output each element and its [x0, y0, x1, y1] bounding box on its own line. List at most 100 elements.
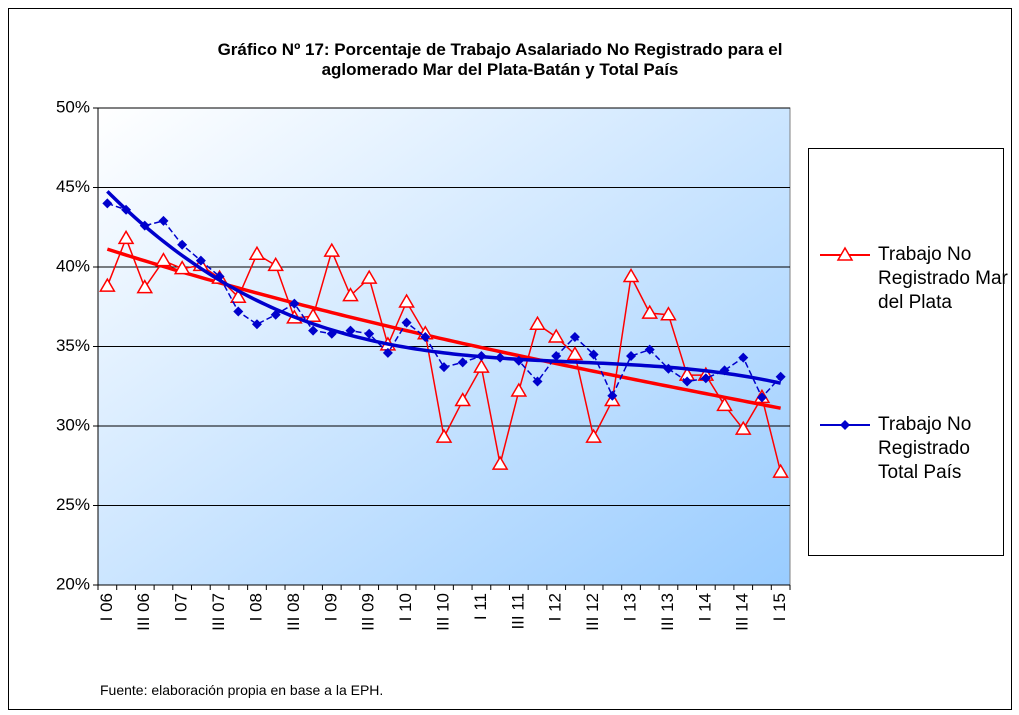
data-point	[398, 293, 415, 308]
data-point	[513, 355, 524, 366]
data-point	[716, 396, 733, 412]
data-point	[401, 317, 412, 328]
data-point	[304, 307, 322, 323]
data-point	[566, 345, 584, 361]
data-point	[510, 382, 528, 397]
data-point	[775, 371, 786, 382]
data-point	[233, 306, 244, 317]
data-point	[700, 373, 711, 384]
x-tick-label: I 15	[770, 593, 789, 621]
data-point	[364, 328, 375, 339]
y-tick-label: 20%	[56, 574, 90, 593]
data-point	[360, 269, 378, 284]
data-point	[547, 328, 565, 343]
y-tick-label: 35%	[56, 336, 90, 355]
legend-box	[808, 148, 1004, 556]
data-point	[660, 306, 677, 321]
data-point	[158, 215, 169, 226]
x-tick-label: I 09	[321, 593, 340, 621]
data-point	[626, 351, 637, 362]
data-point	[117, 229, 135, 245]
data-point	[173, 260, 191, 275]
data-point	[491, 455, 509, 470]
data-point	[99, 277, 116, 292]
data-point	[229, 288, 247, 303]
x-tick-label: III 07	[209, 593, 228, 631]
x-tick-label: III 12	[583, 593, 602, 631]
chart-title: Gráfico Nº 17: Porcentaje de Trabajo Asa…	[217, 40, 783, 79]
x-tick-label: III 14	[733, 593, 752, 631]
y-tick-label: 30%	[56, 415, 90, 434]
data-point	[136, 279, 154, 294]
data-point	[551, 351, 562, 362]
data-point	[734, 420, 752, 435]
x-tick-label: III 06	[134, 593, 153, 631]
data-point	[155, 252, 172, 267]
x-tick-label: III 13	[658, 593, 677, 631]
data-point	[420, 331, 431, 342]
data-point	[326, 328, 337, 339]
source-note: Fuente: elaboración propia en base a la …	[100, 682, 384, 698]
data-point	[267, 256, 284, 272]
x-tick-label: I 06	[97, 593, 116, 621]
data-point	[569, 331, 580, 342]
data-point	[177, 239, 188, 250]
y-tick-label: 40%	[56, 256, 90, 275]
data-point	[641, 304, 659, 319]
data-point	[345, 325, 356, 336]
data-point	[214, 271, 225, 282]
data-point	[529, 315, 546, 330]
x-tick-label: I 14	[695, 593, 714, 621]
data-point	[719, 365, 730, 376]
data-point	[248, 245, 266, 261]
data-point	[454, 392, 472, 407]
x-tick-label: I 08	[246, 593, 265, 621]
data-point	[622, 268, 640, 283]
data-point	[476, 351, 487, 362]
data-point	[840, 420, 850, 430]
data-point	[738, 352, 749, 363]
x-tick-label: III 09	[359, 593, 378, 631]
data-point	[473, 358, 490, 373]
data-point	[663, 363, 674, 374]
data-point	[102, 198, 113, 209]
y-tick-label: 25%	[56, 495, 90, 514]
data-point	[382, 347, 393, 358]
y-tick-label: 50%	[56, 97, 90, 116]
y-tick-label: 45%	[56, 177, 90, 196]
data-point	[121, 204, 132, 215]
data-point	[588, 349, 599, 360]
data-point	[139, 220, 150, 231]
legend-label: Trabajo No Registrado Total País	[878, 414, 972, 483]
x-tick-label: I 11	[471, 593, 490, 620]
data-point	[289, 298, 300, 309]
data-point	[195, 255, 206, 266]
data-point	[772, 463, 789, 478]
x-tick-label: III 10	[433, 593, 452, 631]
data-point	[836, 246, 854, 261]
data-point	[342, 287, 359, 302]
x-tick-label: I 10	[396, 593, 415, 621]
data-point	[270, 309, 281, 320]
data-point	[682, 376, 693, 387]
data-point	[495, 352, 506, 363]
x-tick-label: I 12	[546, 593, 565, 621]
x-tick-label: I 07	[172, 593, 191, 621]
data-point	[323, 242, 341, 257]
data-point	[457, 357, 468, 368]
data-point	[439, 362, 449, 373]
data-point	[644, 344, 655, 355]
x-tick-label: III 11	[508, 593, 527, 630]
data-point	[308, 325, 319, 336]
x-tick-label: I 13	[621, 593, 640, 621]
x-tick-label: III 08	[284, 593, 303, 631]
legend-label: Trabajo No Registrado Mar del Plata	[878, 244, 1008, 313]
data-point	[585, 428, 602, 443]
data-point	[607, 390, 618, 401]
data-point	[532, 376, 543, 387]
data-point	[251, 319, 262, 330]
data-point	[756, 392, 767, 403]
data-point	[435, 428, 453, 443]
